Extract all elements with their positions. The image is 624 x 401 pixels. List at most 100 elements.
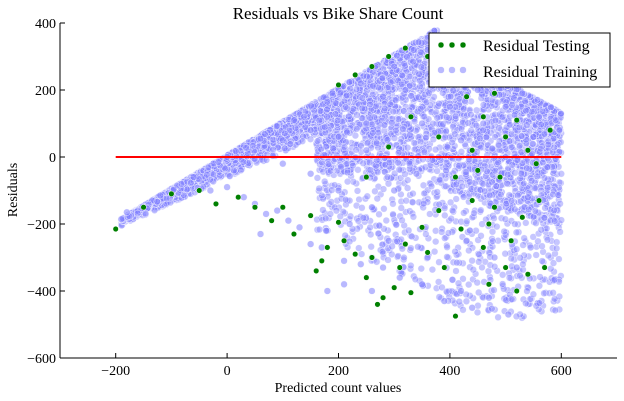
training-cloud-point (512, 228, 521, 237)
training-cloud-point (435, 100, 443, 108)
training-cloud-point (363, 139, 372, 147)
training-cloud-point (438, 228, 446, 236)
training-cloud-point (346, 84, 354, 93)
training-cloud-point (529, 290, 538, 298)
training-cloud-point (463, 217, 471, 225)
training-cloud-point (481, 187, 489, 195)
training-cloud-point (399, 125, 407, 133)
training-cloud-point (468, 257, 476, 265)
training-cloud-point (457, 125, 466, 133)
training-cloud-point (472, 121, 481, 130)
training-cloud-point (484, 267, 493, 275)
training-cloud-point (493, 223, 501, 231)
training-cloud-point (540, 130, 549, 138)
training-cloud-point (490, 286, 498, 294)
training-cloud-point (374, 168, 382, 176)
training-cloud-point (375, 222, 383, 230)
training-cloud-point (384, 226, 392, 235)
training-cloud-point (535, 282, 544, 290)
training-cloud-point (401, 170, 409, 178)
training-cloud-point (328, 89, 337, 97)
training-cloud-point (407, 232, 415, 240)
training-cloud-point (442, 127, 450, 135)
training-cloud-point (519, 260, 527, 268)
training-cloud-point (342, 196, 350, 204)
training-cloud-point (407, 262, 415, 270)
training-cloud-point (432, 238, 440, 246)
training-cloud-point (522, 299, 530, 308)
training-cloud-point (495, 124, 503, 132)
training-cloud-point (505, 274, 514, 282)
training-cloud-point (407, 244, 415, 252)
training-cloud-point (492, 182, 500, 190)
training-cloud-point (318, 191, 326, 200)
training-cloud-point (400, 60, 408, 68)
training-cloud-point (516, 254, 524, 262)
training-cloud-point (473, 308, 482, 317)
training-cloud-point (394, 115, 403, 123)
training-cloud-point (329, 144, 337, 153)
training-cloud-point (522, 219, 530, 227)
training-cloud-point (501, 250, 509, 258)
training-cloud-point (389, 107, 397, 116)
training-cloud-point (471, 207, 479, 215)
training-cloud-point (442, 166, 450, 175)
training-cloud-point (414, 38, 423, 46)
training-cloud-point (332, 207, 341, 215)
training-cloud-point (384, 256, 392, 264)
training-cloud-point (409, 190, 417, 198)
training-cloud-point (410, 139, 418, 147)
training-cloud-point (395, 149, 403, 157)
training-cloud-point (538, 257, 546, 265)
training-cloud-point (404, 144, 412, 152)
training-cloud-point (281, 144, 289, 152)
training-cloud-point (504, 171, 512, 179)
training-cloud-point (445, 287, 453, 295)
chart-title: Residuals vs Bike Share Count (233, 4, 444, 23)
training-cloud-point (405, 72, 414, 81)
training-cloud-point (514, 191, 522, 200)
training-cloud-point (409, 213, 418, 221)
training-cloud-point (474, 236, 482, 244)
training-cloud-point (403, 53, 411, 61)
training-cloud-point (420, 189, 428, 198)
training-cloud-point (389, 210, 397, 218)
training-cloud-point (443, 243, 451, 251)
training-cloud-point (473, 106, 481, 114)
training-cloud-point (380, 205, 388, 213)
training-cloud-point (353, 125, 361, 133)
training-cloud-point (328, 182, 336, 190)
training-cloud-point (349, 162, 357, 170)
training-cloud-point (520, 234, 528, 242)
training-cloud-point (396, 212, 404, 220)
training-cloud-point (375, 230, 383, 238)
training-cloud-point (512, 312, 521, 321)
training-cloud-point (462, 297, 471, 305)
training-cloud-point (544, 252, 553, 260)
training-cloud-point (422, 230, 430, 238)
training-cloud-point (183, 185, 191, 194)
training-cloud-point (464, 119, 472, 127)
training-cloud-point (441, 204, 449, 212)
x-axis-label: Predicted count values (275, 381, 402, 396)
training-cloud-point (413, 125, 421, 133)
training-cloud-point (346, 212, 355, 220)
training-cloud-point (382, 216, 390, 225)
training-cloud-point (378, 248, 387, 256)
training-cloud-point (286, 140, 294, 148)
training-cloud-point (435, 176, 444, 184)
training-cloud-point (448, 276, 457, 284)
training-cloud-point (367, 230, 375, 239)
training-cloud-point (409, 58, 417, 66)
training-cloud-point (322, 227, 330, 235)
training-cloud-point (372, 102, 380, 110)
training-cloud-point (467, 110, 475, 119)
training-cloud-point (453, 259, 461, 267)
training-cloud-point (384, 180, 393, 188)
training-cloud-point (517, 132, 526, 140)
training-cloud-point (315, 225, 324, 234)
training-cloud-point (532, 251, 540, 259)
training-cloud-point (537, 226, 545, 234)
training-cloud-point (323, 105, 331, 114)
